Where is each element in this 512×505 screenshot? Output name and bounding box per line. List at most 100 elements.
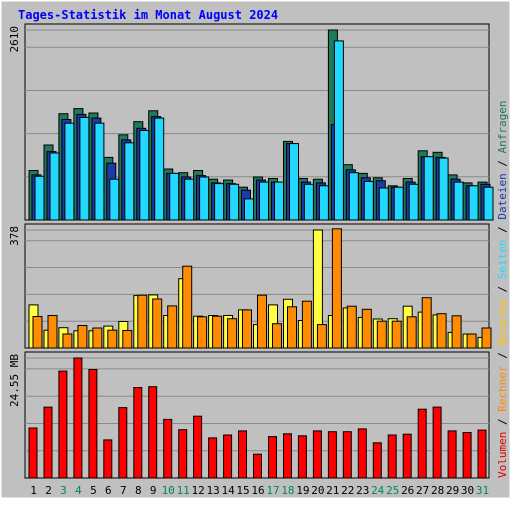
bar-rechner: [152, 298, 163, 349]
bar-volumen: [238, 430, 247, 479]
bar-seiten: [408, 183, 419, 221]
bar-volumen: [447, 430, 457, 479]
bar-volumen: [432, 406, 442, 479]
bar-volumen: [327, 431, 337, 479]
bar-rechner: [346, 305, 357, 349]
legend-separator: /: [496, 412, 509, 432]
bar-rechner: [287, 306, 297, 349]
bar-rechner: [107, 329, 118, 349]
x-tick-label: 11: [177, 484, 190, 497]
x-tick-label: 21: [326, 484, 339, 497]
x-tick-label: 1: [30, 484, 37, 497]
series-volumen: [28, 357, 487, 479]
x-tick-label: 3: [60, 484, 67, 497]
x-tick-label: 8: [135, 484, 142, 497]
bar-seiten: [274, 181, 284, 221]
bar-volumen: [372, 442, 382, 479]
bar-volumen: [133, 387, 143, 479]
bar-volumen: [58, 370, 68, 479]
bar-volumen: [357, 428, 367, 479]
x-tick-label: 4: [75, 484, 82, 497]
y-max-label: 378: [8, 226, 21, 246]
bar-rechner: [167, 305, 178, 349]
bar-seiten: [438, 157, 449, 221]
bar-seiten: [184, 178, 195, 221]
panel-volume: 24.55 MB: [8, 351, 490, 479]
bar-seiten: [333, 40, 344, 221]
bar-volumen: [208, 437, 218, 479]
bar-seiten: [229, 183, 240, 221]
bar-seiten: [393, 186, 404, 221]
bar-seiten: [318, 185, 329, 221]
x-tick-label: 20: [311, 484, 324, 497]
bar-volumen: [178, 429, 188, 479]
bar-seiten: [139, 130, 150, 221]
bar-rechner: [242, 309, 252, 349]
legend-separator: /: [496, 153, 509, 173]
legend-item-dateien: Dateien: [496, 173, 509, 219]
bar-seiten: [94, 122, 105, 221]
bar-rechner: [62, 333, 73, 349]
bar-seiten: [199, 176, 210, 221]
chart-title: Tages-Statistik im Monat August 2024: [18, 8, 278, 22]
bar-volumen: [103, 439, 113, 479]
bar-volumen: [163, 418, 173, 479]
bar-rechner: [212, 315, 223, 349]
bar-volumen: [148, 386, 158, 479]
bar-volumen: [297, 435, 307, 479]
bar-volumen: [387, 434, 397, 479]
x-tick-label: 10: [162, 484, 175, 497]
x-tick-label: 6: [105, 484, 112, 497]
legend-separator: /: [496, 220, 509, 240]
bar-volumen: [118, 407, 128, 479]
x-tick-label: 15: [236, 484, 249, 497]
x-tick-label: 16: [251, 484, 264, 497]
bar-seiten: [303, 183, 314, 221]
bar-seiten: [483, 186, 494, 221]
x-tick-label: 22: [341, 484, 354, 497]
panels-layer: 2610 378 24.55 MB: [8, 23, 494, 479]
bar-seiten: [378, 187, 389, 221]
x-tick-label: 25: [386, 484, 399, 497]
bar-volumen: [342, 431, 352, 479]
bar-volumen: [253, 453, 262, 479]
bar-volumen: [223, 434, 233, 479]
bar-seiten: [214, 183, 225, 221]
legend-separator: /: [496, 279, 509, 299]
bar-seiten: [109, 178, 120, 221]
x-tick-label: 19: [296, 484, 309, 497]
x-tick-label: 24: [371, 484, 385, 497]
x-tick-label: 23: [356, 484, 369, 497]
bar-rechner: [331, 228, 342, 349]
x-tick-label: 7: [120, 484, 127, 497]
x-tick-label: 18: [281, 484, 294, 497]
bar-volumen: [283, 433, 292, 479]
bar-rechner: [227, 318, 238, 349]
bar-seiten: [363, 180, 374, 221]
legend-text: Volumen / Rechner / Besuche / Seiten / D…: [496, 100, 509, 478]
x-tick-label: 14: [221, 484, 235, 497]
series-rechner: [32, 228, 492, 349]
legend-item-besuche: Besuche: [496, 299, 509, 345]
bar-rechner: [406, 316, 417, 349]
bar-seiten: [423, 156, 434, 221]
legend-item-anfragen: Anfragen: [496, 100, 509, 153]
panel-requests: 2610: [8, 23, 494, 221]
bar-rechner: [32, 316, 43, 349]
series-seiten: [34, 40, 494, 221]
y-max-label: 2610: [8, 26, 21, 53]
legend-item-volumen: Volumen: [496, 432, 509, 478]
bar-seiten: [79, 116, 90, 221]
bar-rechner: [361, 308, 372, 349]
bar-seiten: [34, 175, 45, 221]
bar-seiten: [169, 172, 180, 221]
bar-rechner: [391, 320, 402, 349]
bar-seiten: [124, 142, 135, 221]
bar-rechner: [197, 316, 208, 349]
bar-volumen: [193, 415, 203, 479]
right-legend: Volumen / Rechner / Besuche / Seiten / D…: [496, 100, 509, 478]
panel-visits: 378: [8, 223, 492, 349]
bar-rechner: [421, 297, 432, 349]
x-tick-label: 30: [461, 484, 474, 497]
bar-rechner: [272, 323, 282, 349]
